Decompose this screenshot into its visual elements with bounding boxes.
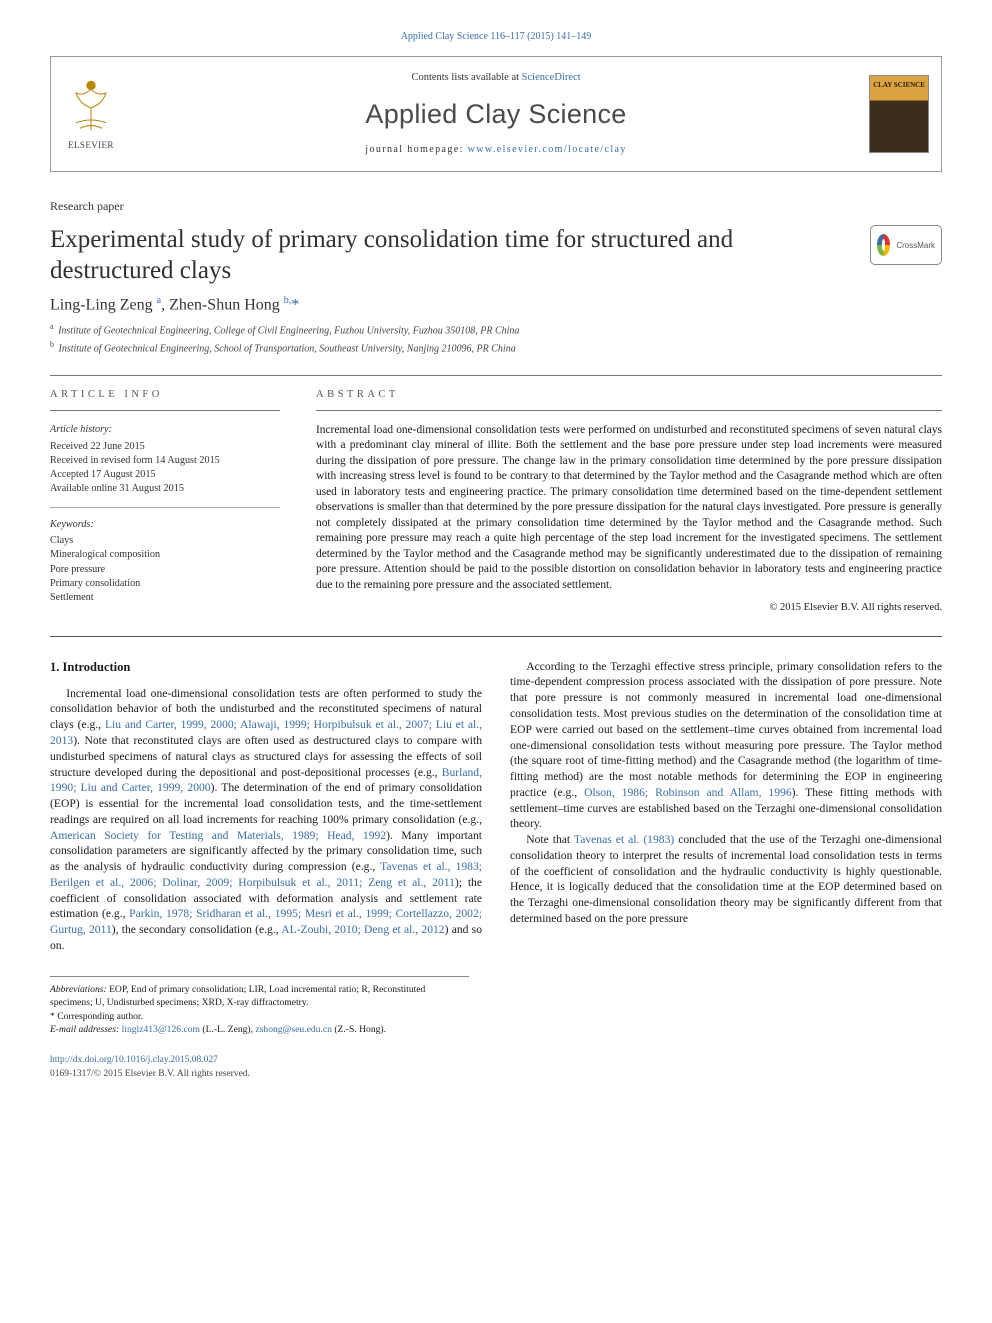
journal-citation[interactable]: Applied Clay Science 116–117 (2015) 141–… — [50, 30, 942, 44]
keywords-label: Keywords: — [50, 518, 280, 532]
keyword: Settlement — [50, 591, 280, 605]
masthead: ELSEVIER CLAY SCIENCE Contents lists ava… — [50, 56, 942, 172]
history-line: Received 22 June 2015 — [50, 440, 280, 454]
cover-title: CLAY SCIENCE — [870, 82, 928, 90]
history-line: Received in revised form 14 August 2015 — [50, 454, 280, 468]
article-title: Experimental study of primary consolidat… — [50, 225, 852, 286]
homepage-link[interactable]: www.elsevier.com/locate/clay — [468, 144, 627, 155]
publisher-name: ELSEVIER — [63, 140, 119, 153]
keyword: Pore pressure — [50, 563, 280, 577]
journal-homepage: journal homepage: www.elsevier.com/locat… — [71, 143, 921, 157]
homepage-prefix: journal homepage: — [365, 144, 467, 155]
elsevier-tree-icon — [63, 76, 119, 132]
email-addresses: E-mail addresses: linglz413@126.com (L.-… — [50, 1023, 469, 1036]
body-paragraph: According to the Terzaghi effective stre… — [510, 659, 942, 832]
sciencedirect-link[interactable]: ScienceDirect — [522, 72, 581, 83]
body-paragraph: Note that Tavenas et al. (1983) conclude… — [510, 832, 942, 927]
article-history: Article history: Received 22 June 2015Re… — [50, 423, 280, 507]
keywords-block: Keywords: ClaysMineralogical composition… — [50, 518, 280, 606]
divider — [50, 636, 942, 637]
keyword: Clays — [50, 534, 280, 548]
article-info-column: ARTICLE INFO Article history: Received 2… — [50, 388, 280, 616]
divider — [316, 410, 942, 411]
divider — [50, 375, 942, 376]
crossmark-icon — [877, 234, 890, 256]
footnotes: Abbreviations: EOP, End of primary conso… — [50, 976, 469, 1037]
abstract-column: ABSTRACT Incremental load one-dimensiona… — [316, 388, 942, 616]
journal-name: Applied Clay Science — [71, 96, 921, 134]
corresponding-author: * Corresponding author. — [50, 1010, 469, 1023]
publisher-logo: ELSEVIER — [63, 76, 119, 152]
contents-prefix: Contents lists available at — [411, 72, 521, 83]
crossmark-badge[interactable]: CrossMark — [870, 225, 942, 265]
affiliation: a Institute of Geotechnical Engineering,… — [50, 321, 942, 339]
abstract-copyright: © 2015 Elsevier B.V. All rights reserved… — [316, 601, 942, 615]
abstract-text: Incremental load one-dimensional consoli… — [316, 423, 942, 594]
citation-link[interactable]: Olson, 1986; Robinson and Allam, 1996 — [584, 786, 791, 799]
affiliation: b Institute of Geotechnical Engineering,… — [50, 339, 942, 357]
body-paragraph: Incremental load one-dimensional consoli… — [50, 686, 482, 954]
article-info-heading: ARTICLE INFO — [50, 388, 280, 403]
abbreviations: Abbreviations: EOP, End of primary conso… — [50, 983, 469, 1010]
history-line: Accepted 17 August 2015 — [50, 468, 280, 482]
history-line: Available online 31 August 2015 — [50, 482, 280, 496]
keyword: Mineralogical composition — [50, 548, 280, 562]
citation-link[interactable]: Tavenas et al. (1983) — [574, 833, 674, 846]
email-link[interactable]: linglz413@126.com — [122, 1024, 200, 1035]
keyword: Primary consolidation — [50, 577, 280, 591]
email-link[interactable]: zshong@seu.edu.cn — [255, 1024, 332, 1035]
citation-link[interactable]: American Society for Testing and Materia… — [50, 829, 386, 842]
doi-link[interactable]: http://dx.doi.org/10.1016/j.clay.2015.08… — [50, 1054, 942, 1067]
affiliations: a Institute of Geotechnical Engineering,… — [50, 321, 942, 357]
crossmark-label: CrossMark — [896, 240, 935, 251]
authors: Ling-Ling Zeng a, Zhen-Shun Hong b,* — [50, 294, 942, 317]
contents-line: Contents lists available at ScienceDirec… — [71, 71, 921, 86]
issn-copyright: 0169-1317/© 2015 Elsevier B.V. All right… — [50, 1068, 942, 1081]
divider — [50, 410, 280, 411]
section-heading-intro: 1. Introduction — [50, 659, 482, 676]
body-columns: 1. Introduction Incremental load one-dim… — [50, 659, 942, 954]
abstract-heading: ABSTRACT — [316, 388, 942, 402]
citation-link[interactable]: AL-Zoubi, 2010; Deng et al., 2012 — [281, 923, 444, 936]
journal-cover-thumb: CLAY SCIENCE — [869, 75, 929, 153]
history-label: Article history: — [50, 423, 280, 437]
page-footer: http://dx.doi.org/10.1016/j.clay.2015.08… — [50, 1054, 942, 1081]
article-type: Research paper — [50, 198, 942, 215]
